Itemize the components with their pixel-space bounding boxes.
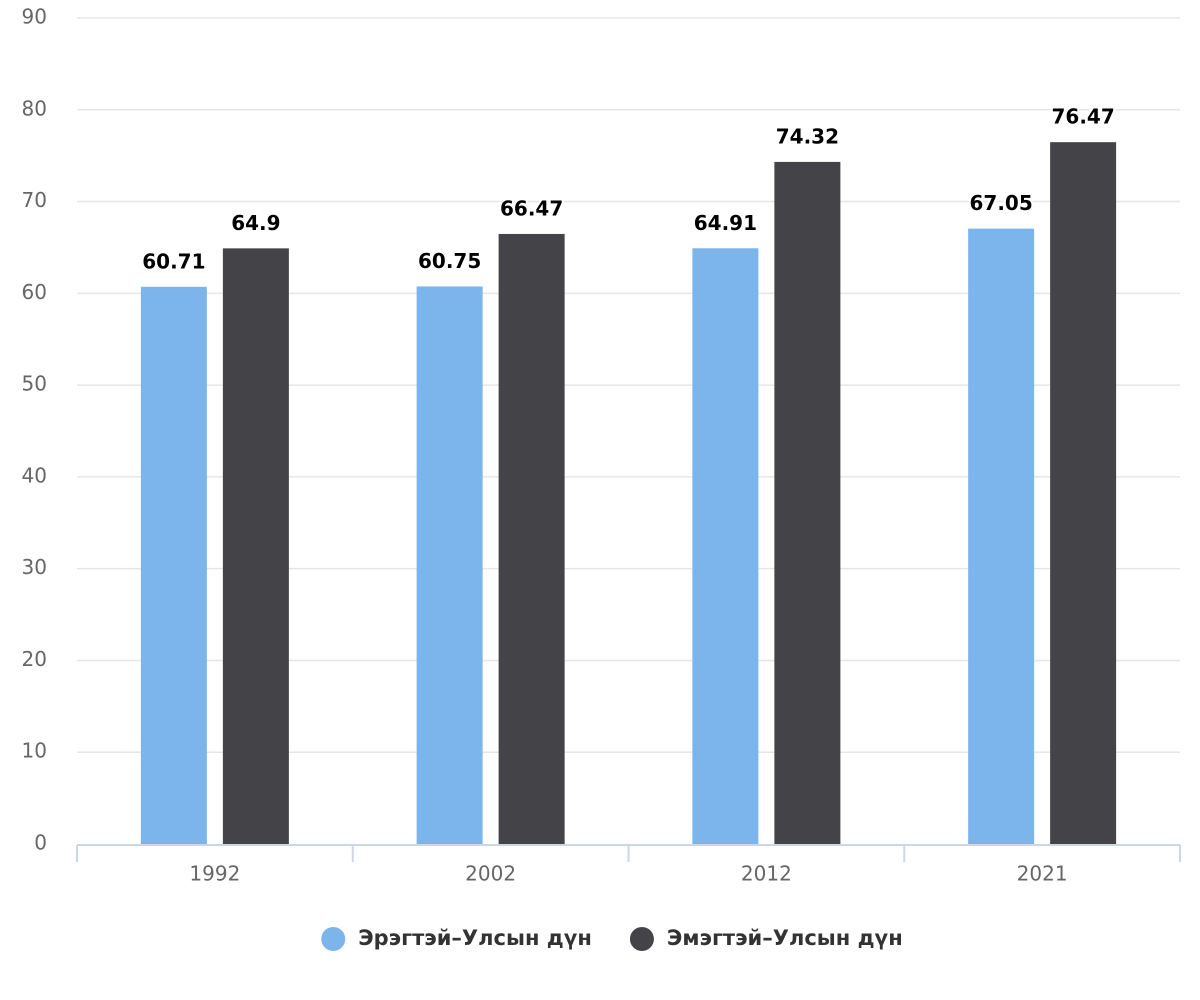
bar xyxy=(968,228,1035,844)
y-tick-label: 10 xyxy=(22,739,47,763)
bar xyxy=(692,248,759,844)
data-label: 60.71 xyxy=(142,249,205,273)
x-tick-label: 2012 xyxy=(741,862,792,886)
y-tick-label: 0 xyxy=(34,831,47,855)
legend-label: Эрэгтэй–Улсын дүн xyxy=(358,926,592,950)
y-tick-label: 60 xyxy=(22,280,47,304)
y-tick-label: 80 xyxy=(22,96,47,120)
x-tick-label: 1992 xyxy=(189,862,240,886)
y-tick-label: 90 xyxy=(22,5,47,29)
bar xyxy=(498,233,565,844)
data-label: 67.05 xyxy=(969,191,1032,215)
y-tick-label: 40 xyxy=(22,463,47,487)
data-label: 76.47 xyxy=(1051,105,1114,129)
data-label: 60.75 xyxy=(418,249,481,273)
bar xyxy=(416,286,483,844)
legend-symbol xyxy=(629,927,654,951)
x-tick-label: 2021 xyxy=(1017,862,1068,886)
y-tick-label: 50 xyxy=(22,372,47,396)
bar xyxy=(140,286,207,844)
x-tick-label: 2002 xyxy=(465,862,516,886)
bar xyxy=(1050,142,1117,844)
data-label: 64.9 xyxy=(231,211,280,235)
y-tick-label: 70 xyxy=(22,188,47,212)
bar xyxy=(774,161,841,844)
y-tick-label: 30 xyxy=(22,555,47,579)
data-label: 64.91 xyxy=(694,211,757,235)
data-label: 74.32 xyxy=(776,124,839,148)
legend-symbol xyxy=(321,927,346,951)
legend-label: Эмэгтэй–Улсын дүн xyxy=(667,926,903,950)
bar xyxy=(222,248,289,844)
y-tick-label: 20 xyxy=(22,647,47,671)
data-label: 66.47 xyxy=(500,196,563,220)
